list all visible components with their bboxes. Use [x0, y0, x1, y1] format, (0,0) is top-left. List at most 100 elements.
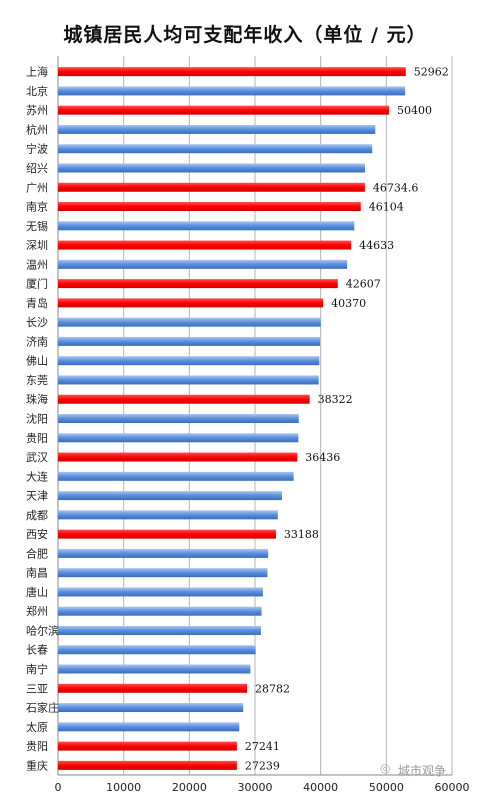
bar-绍兴 [58, 163, 365, 173]
bar-佛山 [58, 356, 320, 366]
category-label: 沈阳 [26, 412, 48, 426]
bar-广州 [58, 182, 365, 192]
category-label: 郑州 [26, 604, 48, 618]
chart-title: 城镇居民人均可支配年收入（单位 / 元） [63, 24, 427, 46]
x-tick-label: 10000 [106, 781, 141, 794]
category-label: 哈尔滨 [26, 623, 59, 637]
data-label: 42607 [346, 278, 381, 291]
category-label: 南昌 [26, 567, 48, 580]
category-label: 唐山 [26, 585, 48, 599]
x-tick-label: 30000 [238, 781, 273, 794]
category-label: 温州 [26, 258, 48, 271]
bar-长沙 [58, 317, 321, 327]
data-label: 50400 [397, 104, 432, 117]
category-label: 东莞 [26, 374, 48, 387]
data-label: 44633 [359, 239, 394, 252]
category-label: 南京 [26, 200, 48, 214]
data-label: 46734.6 [373, 181, 419, 194]
category-label: 长沙 [26, 316, 48, 329]
category-label: 武汉 [26, 451, 48, 464]
bar-大连 [58, 471, 294, 481]
bar-厦门 [58, 279, 338, 289]
bar-珠海 [58, 394, 310, 404]
category-label: 无锡 [26, 219, 48, 233]
bar-温州 [58, 259, 348, 269]
bar-济南 [58, 336, 321, 346]
x-tick-label: 60000 [435, 781, 470, 794]
category-label: 苏州 [26, 104, 48, 117]
category-label: 深圳 [26, 239, 48, 252]
bar-青岛 [58, 298, 324, 308]
data-label: 38322 [318, 393, 353, 406]
category-label: 青岛 [26, 296, 48, 310]
bar-郑州 [58, 606, 262, 616]
bar-layer [58, 67, 406, 770]
bar-杭州 [58, 124, 376, 134]
bar-石家庄 [58, 703, 244, 713]
data-label: 40370 [331, 297, 366, 310]
bar-三亚 [58, 683, 248, 693]
category-label: 成都 [26, 509, 48, 522]
category-label: 济南 [26, 334, 48, 348]
bar-宁波 [58, 144, 373, 154]
label-layer: 0 10000 20000 30000 40000 50000 60000 上海 52962 北京… [26, 65, 470, 794]
bar-唐山 [58, 587, 263, 597]
x-tick-label: 0 [55, 781, 62, 794]
category-label: 贵阳 [26, 740, 48, 753]
watermark-text: 城市观争 [398, 764, 447, 778]
category-label: 太原 [26, 721, 48, 734]
category-label: 三亚 [26, 682, 48, 695]
bar-南宁 [58, 664, 251, 674]
category-label: 西安 [26, 527, 48, 541]
x-tick-label: 20000 [172, 781, 207, 794]
bar-成都 [58, 510, 278, 520]
bar-南昌 [58, 568, 268, 578]
data-label: 36436 [305, 451, 340, 464]
data-label: 27241 [245, 740, 280, 753]
bar-苏州 [58, 105, 389, 115]
bar-太原 [58, 722, 240, 732]
bar-北京 [58, 86, 406, 96]
category-label: 珠海 [26, 392, 48, 406]
bar-无锡 [58, 221, 355, 231]
bar-贵阳 [58, 433, 299, 443]
bar-沈阳 [58, 414, 299, 423]
bar-贵阳 [58, 741, 237, 751]
bar-东莞 [58, 375, 319, 385]
data-label: 27239 [245, 759, 280, 772]
bar-深圳 [58, 240, 352, 250]
bar-重庆 [58, 760, 237, 770]
bar-天津 [58, 491, 282, 501]
category-label: 杭州 [26, 122, 48, 136]
data-label: 46104 [369, 201, 404, 214]
category-label: 石家庄 [26, 701, 59, 715]
category-label: 合肥 [26, 546, 48, 560]
bar-哈尔滨 [58, 625, 261, 635]
bar-上海 [58, 67, 406, 77]
data-label: 33188 [284, 528, 319, 541]
category-label: 上海 [26, 65, 48, 79]
category-label: 贵阳 [26, 432, 48, 445]
bar-合肥 [58, 548, 269, 558]
data-label: 52962 [414, 66, 449, 79]
category-label: 南宁 [26, 662, 48, 676]
data-label: 28782 [255, 682, 290, 695]
bar-西安 [58, 529, 276, 539]
wechat-icon: ◎ [380, 761, 391, 775]
category-label: 重庆 [26, 758, 48, 772]
category-label: 佛山 [26, 355, 48, 368]
bar-长春 [58, 645, 256, 655]
category-label: 北京 [26, 84, 48, 98]
category-label: 宁波 [26, 142, 48, 156]
x-tick-label: 50000 [369, 781, 404, 794]
category-label: 厦门 [26, 277, 48, 291]
category-label: 大连 [26, 469, 48, 483]
category-label: 天津 [26, 490, 48, 503]
category-label: 绍兴 [26, 161, 48, 175]
bar-武汉 [58, 452, 298, 462]
category-label: 广州 [26, 181, 48, 194]
category-label: 长春 [26, 644, 48, 657]
bar-南京 [58, 202, 361, 212]
x-tick-label: 40000 [303, 781, 338, 794]
